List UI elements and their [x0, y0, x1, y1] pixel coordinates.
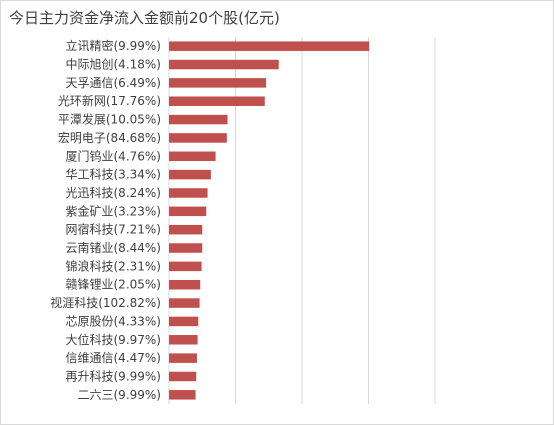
category-label: 再升科技(9.99%) [66, 369, 162, 383]
category-label: 赣锋锂业(2.05%) [66, 277, 162, 292]
category-label: 平潭发展(10.05%) [58, 112, 161, 127]
bar [169, 41, 370, 51]
bar [169, 206, 207, 217]
category-label: 芯原股份(4.33%) [66, 314, 162, 328]
bar [169, 279, 201, 290]
bar [169, 224, 203, 235]
bar [169, 169, 211, 180]
category-label: 二六三(9.99%) [78, 388, 162, 402]
category-label: 光环新网(17.76%) [58, 93, 161, 108]
bar [169, 133, 227, 143]
chart-title: 今日主力资金净流入金额前20个股(亿元) [9, 9, 280, 27]
category-label: 信维通信(4.47%) [66, 351, 162, 365]
category-label: 紫金矿业(3.23%) [66, 203, 162, 218]
bar [169, 78, 267, 88]
bar [169, 335, 198, 345]
category-label: 华工科技(3.34%) [66, 168, 162, 182]
bar [169, 96, 265, 106]
category-label: 天孚通信(6.49%) [66, 76, 162, 90]
category-label: 锦浪科技(2.31%) [66, 258, 162, 273]
category-label: 视涯科技(102.82%) [50, 295, 161, 310]
category-label: 立讯精密(9.99%) [66, 38, 162, 53]
bar [169, 371, 197, 382]
category-label: 光迅科技(8.24%) [66, 186, 162, 200]
category-label: 中际旭创(4.18%) [66, 57, 162, 72]
bar [169, 243, 203, 253]
category-label: 网宿科技(7.21%) [66, 222, 162, 237]
category-label: 大位科技(9.97%) [66, 332, 162, 347]
bar [169, 151, 216, 162]
bar [169, 261, 202, 272]
bar [169, 353, 197, 363]
bar [169, 188, 208, 198]
bar [169, 59, 279, 70]
bar [169, 390, 196, 400]
category-label: 厦门钨业(4.76%) [66, 148, 162, 163]
bar [169, 114, 228, 125]
bar [169, 316, 199, 327]
bar [169, 298, 200, 308]
category-label: 云南锗业(8.44%) [66, 240, 162, 255]
category-label: 宏明电子(84.68%) [58, 130, 161, 145]
